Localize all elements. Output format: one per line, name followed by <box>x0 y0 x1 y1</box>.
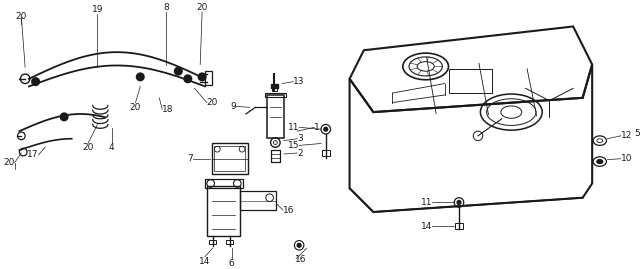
Bar <box>212 143 248 174</box>
Bar <box>209 240 216 244</box>
Circle shape <box>324 127 328 131</box>
Bar <box>271 150 280 162</box>
Text: 19: 19 <box>92 5 103 14</box>
Bar <box>322 150 330 156</box>
Text: 20: 20 <box>207 98 218 107</box>
Circle shape <box>297 243 301 247</box>
Bar <box>205 179 243 188</box>
Text: 13: 13 <box>293 77 305 86</box>
Ellipse shape <box>597 160 603 164</box>
Text: 3: 3 <box>297 134 303 143</box>
Circle shape <box>184 75 191 83</box>
Bar <box>267 95 284 138</box>
Text: 20: 20 <box>15 12 27 22</box>
Bar <box>207 186 240 236</box>
Text: 6: 6 <box>228 259 234 268</box>
Text: 1: 1 <box>314 123 320 132</box>
Text: 20: 20 <box>83 143 93 153</box>
Text: 18: 18 <box>162 105 173 114</box>
Text: 16: 16 <box>295 255 307 264</box>
Text: 20: 20 <box>130 102 141 112</box>
Circle shape <box>175 67 182 75</box>
Text: 11: 11 <box>287 123 299 132</box>
Text: 14: 14 <box>199 257 211 266</box>
Bar <box>449 69 492 93</box>
Circle shape <box>32 78 40 86</box>
Text: 14: 14 <box>421 222 433 231</box>
Text: 11: 11 <box>421 198 433 207</box>
Bar <box>271 88 277 91</box>
Circle shape <box>60 113 68 121</box>
Circle shape <box>198 73 206 81</box>
Bar <box>240 191 276 210</box>
Text: 17: 17 <box>27 150 38 160</box>
Text: 2: 2 <box>297 148 303 158</box>
Bar <box>214 146 245 171</box>
Circle shape <box>136 73 144 81</box>
Bar <box>205 71 212 84</box>
Text: 12: 12 <box>621 131 632 140</box>
Bar <box>226 240 234 244</box>
Text: 7: 7 <box>187 154 193 163</box>
Text: 16: 16 <box>283 206 294 215</box>
Text: 8: 8 <box>163 3 169 12</box>
Circle shape <box>457 201 461 204</box>
Text: 4: 4 <box>109 143 115 153</box>
Text: 20: 20 <box>196 3 208 12</box>
Text: 15: 15 <box>287 141 299 150</box>
Bar <box>271 84 278 88</box>
Text: 9: 9 <box>230 102 236 111</box>
Text: 10: 10 <box>621 154 632 163</box>
Bar <box>265 93 286 97</box>
Bar <box>455 224 463 229</box>
Text: 5: 5 <box>634 129 640 137</box>
Text: 20: 20 <box>3 158 15 167</box>
